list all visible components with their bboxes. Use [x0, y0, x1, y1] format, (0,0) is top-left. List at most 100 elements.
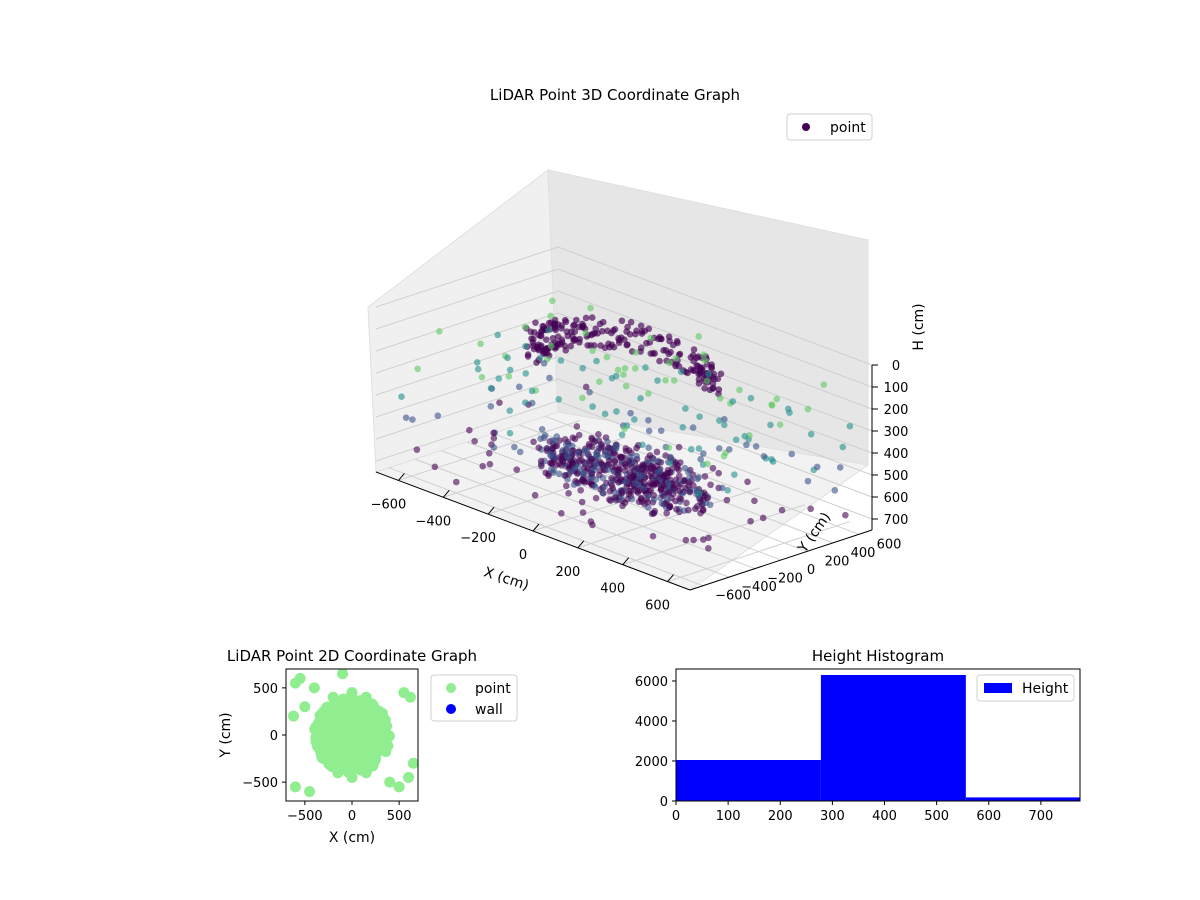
scatter3d-point	[690, 536, 697, 544]
scatter3d-point	[579, 509, 587, 516]
scatter3d-point	[632, 330, 639, 338]
scatter3d-point	[660, 473, 668, 480]
scatter3d-point	[568, 457, 575, 465]
scatter3d-point	[551, 316, 559, 324]
scatter3d-point	[695, 380, 703, 387]
scatter3d-point	[612, 494, 620, 501]
scatter3d-point	[528, 387, 536, 395]
scatter2d-point	[370, 705, 382, 717]
scatter3d-point	[538, 462, 545, 470]
scatter3d-point	[558, 322, 565, 329]
scatter3d-point	[571, 328, 579, 335]
scatter3d-point	[674, 462, 681, 469]
scatter3d-point	[675, 443, 683, 451]
scatter3d-gridline-y	[440, 450, 756, 570]
scatter3d-point	[506, 407, 514, 414]
scatter3d-y-axis	[689, 529, 873, 591]
scatter3d-point	[831, 487, 839, 494]
scatter2d-xlabel: X (cm)	[329, 830, 375, 846]
scatter3d-point	[744, 478, 751, 486]
scatter3d-point	[558, 338, 566, 346]
scatter3d-point	[551, 437, 559, 445]
scatter3d-point	[665, 489, 673, 496]
scatter3d-point	[647, 472, 655, 480]
scatter3d-point	[537, 457, 545, 465]
scatter3d-point	[719, 484, 726, 492]
scatter3d-point	[717, 394, 724, 402]
scatter2d-point	[384, 776, 396, 788]
scatter3d-point	[612, 372, 620, 380]
scatter3d-point	[839, 443, 847, 451]
scatter3d-point	[639, 472, 647, 480]
scatter2d-ytick-label: 500	[253, 682, 278, 697]
scatter3d-point	[675, 482, 682, 490]
scatter2d-points	[288, 669, 418, 798]
scatter3d-point	[413, 446, 421, 453]
scatter3d-point	[705, 370, 712, 378]
scatter3d-point	[524, 351, 532, 358]
scatter3d-point	[490, 429, 497, 437]
scatter3d-gridline-y	[388, 467, 704, 587]
scatter3d-point	[697, 509, 704, 517]
scatter3d-point	[672, 476, 680, 484]
scatter3d-point	[705, 534, 712, 542]
scatter2d-ticks: −500 0 500 −500 0 500	[242, 682, 411, 824]
scatter3d-point	[804, 405, 812, 413]
scatter3d-point	[628, 495, 636, 503]
scatter3d-ytick-label: −600	[715, 589, 751, 604]
scatter3d-point	[610, 327, 617, 334]
scatter3d-point	[605, 466, 612, 473]
scatter3d-point	[666, 502, 674, 509]
scatter3d-point	[788, 450, 796, 458]
scatter3d-point	[547, 342, 555, 350]
scatter3d-point	[687, 354, 695, 361]
scatter3d-zlabel: H (cm)	[911, 303, 927, 350]
histogram-ytick-label: 6000	[635, 675, 668, 690]
scatter3d-point	[402, 414, 410, 421]
scatter3d-point	[562, 347, 570, 354]
scatter2d-ytick-label: 0	[270, 729, 278, 744]
scatter3d-point	[666, 337, 673, 345]
scatter3d-ztick-label: 700	[884, 513, 909, 528]
scatter3d-point	[599, 489, 606, 497]
scatter3d-xtick-label: 600	[645, 599, 670, 614]
scatter3d-point	[701, 473, 709, 480]
scatter3d-point	[487, 403, 495, 410]
scatter3d-point	[548, 460, 556, 468]
scatter3d-point	[685, 506, 692, 514]
scatter3d-legend-label: point	[830, 120, 866, 136]
scatter3d-point	[623, 463, 630, 470]
scatter2d-point	[308, 682, 320, 694]
scatter2d-point	[338, 699, 350, 711]
scatter3d-point	[778, 506, 786, 514]
scatter3d-point	[687, 445, 695, 453]
scatter3d-point	[533, 359, 540, 366]
scatter2d-point	[294, 672, 306, 684]
scatter2d-point	[339, 731, 351, 743]
scatter3d-point	[567, 342, 575, 350]
scatter3d-point	[573, 316, 580, 324]
scatter2d-point	[335, 751, 347, 763]
scatter3d-point	[557, 357, 565, 364]
scatter3d-point	[637, 322, 645, 330]
scatter3d-point	[471, 437, 478, 445]
scatter2d-legend-point-marker	[446, 683, 456, 693]
scatter3d-point	[670, 377, 678, 384]
histogram-ytick-label: 0	[660, 795, 668, 810]
scatter3d-point	[645, 444, 652, 452]
scatter3d-xtick-label: 200	[555, 565, 580, 580]
scatter3d-point	[703, 377, 711, 385]
scatter3d-point	[511, 443, 518, 451]
scatter2d-legend-wall-label: wall	[475, 702, 503, 718]
scatter3d-point	[504, 354, 511, 362]
scatter3d-point	[506, 366, 514, 374]
scatter3d-gridline-z	[375, 246, 873, 366]
scatter3d-point	[545, 472, 552, 480]
scatter3d-point	[618, 317, 626, 325]
scatter3d-point	[485, 450, 493, 457]
scatter3d-point	[690, 346, 698, 353]
histogram-bars	[676, 675, 1080, 801]
scatter3d-point	[676, 350, 684, 358]
scatter3d-point	[721, 415, 728, 423]
scatter3d-point	[675, 363, 683, 370]
